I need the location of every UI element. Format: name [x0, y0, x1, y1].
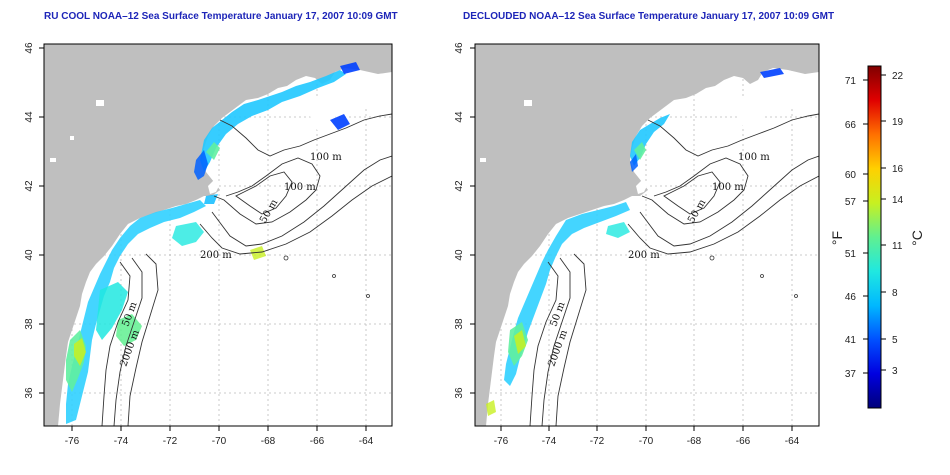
fahrenheit-tick: 51 [845, 249, 857, 260]
celsius-tick: 22 [892, 71, 904, 82]
fahrenheit-tick: 60 [845, 170, 857, 181]
fahrenheit-tick: 41 [845, 335, 857, 346]
y-tick-label: 44 [454, 111, 465, 123]
land-mass [475, 44, 819, 426]
x-tick-label: -70 [212, 436, 227, 447]
colorbar-ticks [863, 74, 886, 374]
isobath-label: 100 m [712, 182, 744, 193]
y-tick-label: 42 [454, 180, 465, 192]
y-tick-label: 42 [24, 180, 35, 192]
isobath-label: 100 m [738, 152, 770, 163]
x-tick-label: -64 [359, 436, 374, 447]
x-tick-label: -76 [65, 436, 80, 447]
celsius-tick: 19 [892, 117, 904, 128]
colorbar-ramp [867, 65, 882, 409]
x-tick-label: -70 [639, 436, 654, 447]
fahrenheit-tick: 46 [845, 292, 857, 303]
island-marker [332, 274, 336, 278]
fahrenheit-tick: 71 [845, 76, 857, 87]
island-marker [283, 255, 289, 261]
celsius-tick: 16 [892, 164, 904, 175]
y-tick-label: 36 [24, 387, 35, 399]
celsius-unit-label: °C [909, 230, 925, 246]
isobath-lines-right [529, 113, 819, 426]
x-tick-label: -68 [261, 436, 276, 447]
x-tick-label: -66 [310, 436, 325, 447]
fahrenheit-unit-label: °F [829, 231, 845, 245]
lake [70, 136, 74, 140]
bay-of-fundy [306, 96, 336, 138]
x-tick-label: -72 [590, 436, 605, 447]
y-tick-label: 38 [454, 318, 465, 330]
island-marker [366, 294, 370, 298]
isobath-label: 100 m [284, 182, 316, 193]
bay-of-fundy [734, 96, 764, 138]
left-map-frame [43, 43, 393, 427]
celsius-tick: 14 [892, 195, 904, 206]
y-tick-label: 46 [454, 42, 465, 54]
isobath-label: 200 m [200, 250, 232, 261]
lake [96, 100, 104, 106]
lake [50, 158, 56, 162]
sst-data-left [66, 62, 360, 424]
lake [480, 158, 486, 162]
gulf-water [336, 72, 392, 114]
y-tick-label: 38 [24, 318, 35, 330]
colorbar: 71 66 60 57 51 46 41 37 22 19 16 14 11 8… [829, 65, 925, 409]
celsius-tick: 11 [892, 241, 903, 252]
celsius-tick: 5 [892, 335, 898, 346]
right-map-frame [474, 43, 820, 427]
isobath-label: 100 m [310, 152, 342, 163]
gulf-water [764, 72, 819, 114]
island-marker [794, 294, 798, 298]
x-tick-label: -68 [687, 436, 702, 447]
y-tick-label: 46 [24, 42, 35, 54]
right-panel-title: DECLOUDED NOAA–12 Sea Surface Temperatur… [463, 11, 835, 22]
island-marker [709, 255, 715, 261]
y-tick-label: 44 [24, 111, 35, 123]
celsius-tick: 3 [892, 366, 898, 377]
fahrenheit-tick: 57 [845, 197, 857, 208]
celsius-tick: 8 [892, 288, 898, 299]
right-axis-ticks [470, 47, 793, 431]
fahrenheit-tick: 37 [845, 369, 857, 380]
fahrenheit-tick: 66 [845, 120, 857, 131]
x-tick-label: -64 [785, 436, 800, 447]
land-mass [44, 44, 392, 426]
isobath-lines-left [101, 113, 392, 426]
cape-cod-bay [208, 180, 220, 194]
x-tick-label: -72 [163, 436, 178, 447]
left-axis-ticks [39, 47, 367, 431]
left-map-panel: 100 m 100 m 50 m 200 m 50 m 2000 m -76 -… [24, 42, 393, 447]
sst-data-right [486, 68, 784, 416]
x-tick-label: -76 [494, 436, 509, 447]
island-marker [760, 274, 764, 278]
x-tick-label: -74 [542, 436, 557, 447]
y-tick-label: 40 [24, 249, 35, 261]
x-tick-label: -74 [114, 436, 129, 447]
isobath-label: 200 m [628, 250, 660, 261]
cape-cod-bay [636, 180, 648, 194]
x-tick-label: -66 [736, 436, 751, 447]
lake [524, 100, 532, 106]
left-panel-title: RU COOL NOAA–12 Sea Surface Temperature … [44, 11, 398, 22]
y-tick-label: 36 [454, 387, 465, 399]
y-tick-label: 40 [454, 249, 465, 261]
right-map-panel: 100 m 100 m 50 m 200 m 50 m 2000 m -76 -… [454, 42, 820, 447]
